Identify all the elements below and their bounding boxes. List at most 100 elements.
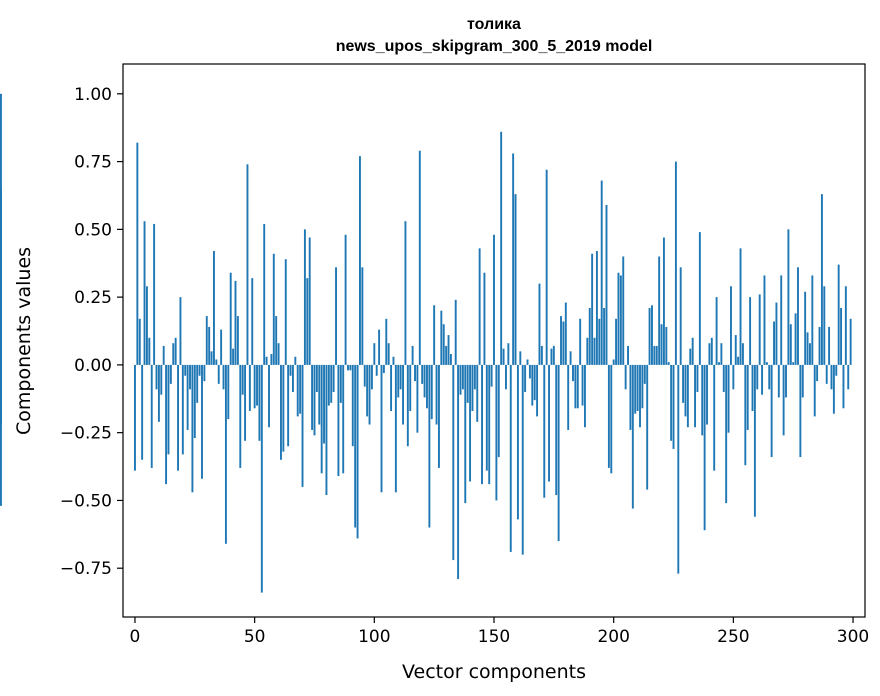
bar [186, 364, 189, 430]
bar [588, 307, 591, 365]
bar [390, 364, 393, 411]
bar [770, 364, 773, 458]
bar [708, 343, 711, 365]
bar [234, 280, 237, 365]
bar [134, 364, 136, 471]
bar [272, 253, 275, 365]
bar [215, 359, 218, 365]
bar [617, 272, 620, 365]
bar [658, 256, 661, 365]
bar [174, 337, 177, 365]
x-axis: 0 50 100 150 200 250 300 [130, 617, 869, 647]
bar [459, 364, 462, 395]
bar [347, 364, 349, 371]
bar [342, 364, 345, 474]
bar [349, 364, 352, 371]
bar [600, 180, 603, 365]
bar [208, 326, 211, 365]
bar [689, 348, 692, 365]
chart-title-line-2: news_upos_skipgram_300_5_2019 model [336, 38, 653, 55]
bar [694, 364, 697, 428]
bar [260, 364, 263, 593]
bar [531, 364, 534, 406]
bar [785, 364, 787, 398]
bar [469, 364, 472, 482]
bar [339, 364, 342, 403]
bar [741, 343, 744, 365]
bar [500, 131, 503, 365]
bar [648, 307, 651, 365]
bar [311, 364, 314, 430]
bar [394, 364, 397, 493]
bar [598, 318, 601, 365]
bar [284, 259, 287, 365]
bar [138, 318, 141, 365]
bar [382, 364, 385, 374]
bar [732, 364, 735, 390]
bar [526, 359, 529, 365]
bar [825, 364, 828, 384]
x-tick-label: 100 [358, 627, 390, 647]
bar [184, 364, 187, 376]
bar [744, 364, 747, 466]
bar [555, 364, 558, 496]
bar [141, 364, 144, 460]
bar [758, 294, 761, 365]
bar [706, 364, 708, 425]
bar [280, 364, 282, 460]
bar [277, 343, 280, 365]
bar [789, 324, 792, 365]
bar [840, 307, 843, 365]
bar [359, 156, 361, 365]
bar [414, 364, 416, 382]
bar [768, 364, 771, 390]
bar [586, 337, 589, 365]
bar [720, 343, 723, 365]
bar [832, 364, 835, 414]
bar [734, 335, 737, 365]
bar [507, 343, 510, 365]
bar [217, 364, 220, 384]
bar [619, 275, 622, 365]
bar [605, 204, 608, 365]
bar [299, 364, 302, 414]
bar [713, 364, 716, 471]
bar [435, 364, 438, 425]
bar [268, 364, 270, 428]
bar [773, 321, 775, 365]
bar [667, 362, 670, 365]
bar [308, 237, 311, 365]
bar [248, 364, 251, 411]
bar [473, 364, 476, 390]
bar [607, 364, 610, 468]
bar [828, 326, 831, 365]
bar [155, 364, 158, 390]
bar [241, 364, 244, 395]
bar [402, 364, 404, 425]
bar [615, 318, 618, 365]
bar [205, 316, 208, 365]
bar [761, 364, 764, 395]
bar [327, 364, 330, 406]
bar [756, 364, 759, 390]
bar [737, 356, 740, 365]
bar [516, 364, 519, 520]
bar [610, 364, 613, 474]
bar [167, 364, 170, 455]
bar [275, 316, 278, 365]
bar [528, 364, 531, 379]
bar [244, 364, 247, 441]
bar [239, 364, 242, 468]
bar [797, 267, 799, 365]
bar [201, 364, 203, 479]
bar [835, 364, 838, 376]
bar [502, 348, 505, 365]
bar [464, 364, 467, 504]
bar [361, 267, 364, 365]
bar [794, 313, 797, 365]
bar [782, 364, 785, 436]
bar [727, 364, 730, 433]
bar [495, 364, 498, 501]
y-tick-label: 0.50 [74, 220, 112, 240]
